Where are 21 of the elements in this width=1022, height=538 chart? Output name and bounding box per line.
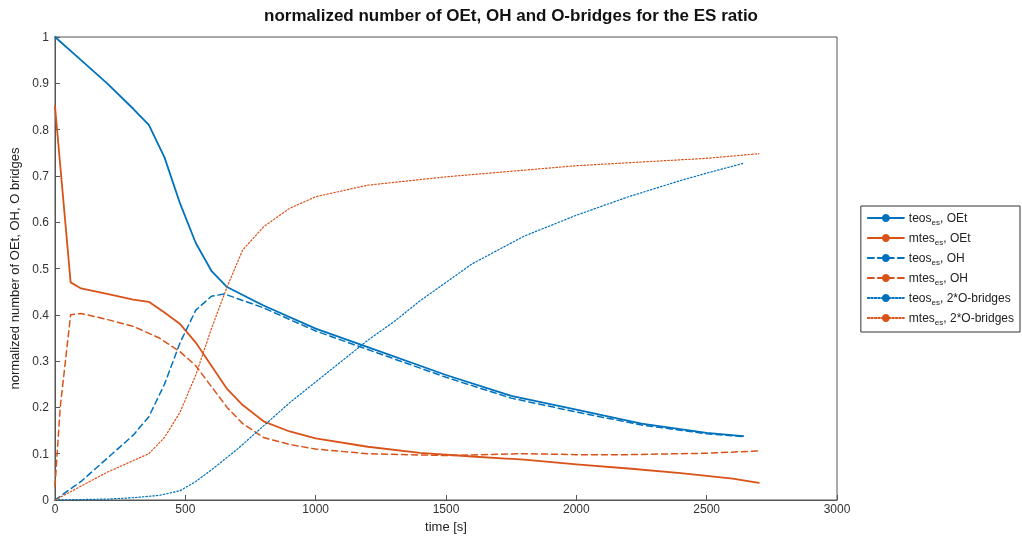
y-tick-label: 0.3 bbox=[32, 354, 50, 369]
chart-title: normalized number of OEt, OH and O-bridges for the ES ratio bbox=[264, 6, 758, 25]
x-axis-title: time [s] bbox=[425, 518, 467, 534]
y-tick-label: 0.9 bbox=[32, 76, 50, 91]
y-tick-label: 0.5 bbox=[32, 261, 50, 276]
y-tick-label: 0.8 bbox=[32, 122, 50, 137]
x-tick-label: 2500 bbox=[693, 502, 721, 516]
x-tick-label: 1500 bbox=[432, 502, 460, 516]
x-tick-label: 500 bbox=[175, 502, 196, 516]
y-tick-label: 0.1 bbox=[32, 446, 50, 461]
x-tick-label: 2000 bbox=[562, 502, 590, 516]
x-tick-label: 0 bbox=[51, 502, 59, 516]
y-axis-title: normalized number of OEt, OH, O bridges bbox=[7, 146, 22, 390]
x-tick-label: 3000 bbox=[823, 502, 851, 516]
y-tick-label: 0.4 bbox=[32, 307, 50, 322]
y-tick-label: 0.6 bbox=[32, 215, 50, 230]
y-tick-label: 0.7 bbox=[32, 168, 50, 183]
y-tick-label: 0 bbox=[42, 493, 50, 507]
y-tick-label: 1 bbox=[42, 30, 50, 44]
x-tick-label: 1000 bbox=[302, 502, 330, 516]
y-tick-label: 0.2 bbox=[32, 400, 50, 415]
